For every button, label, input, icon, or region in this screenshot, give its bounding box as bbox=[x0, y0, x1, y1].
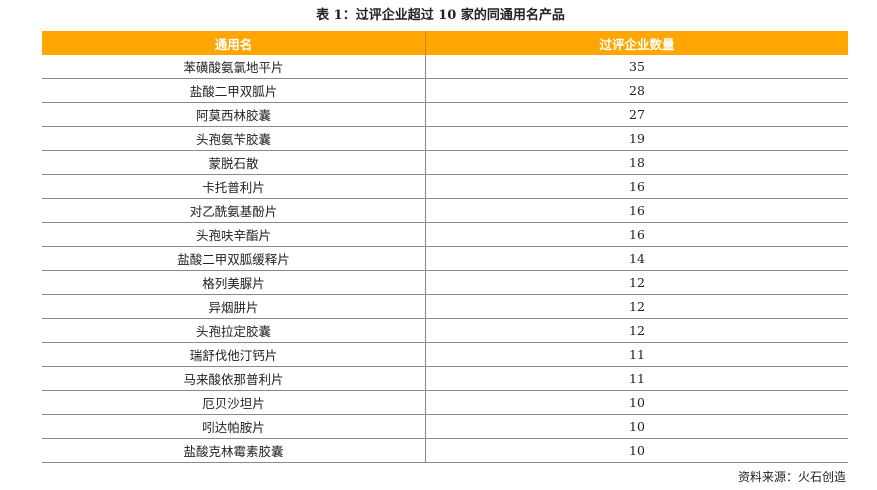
company-count: 28 bbox=[425, 78, 848, 103]
table-row: 厄贝沙坦片 10 bbox=[42, 390, 848, 415]
table-row: 头孢拉定胶囊 12 bbox=[42, 318, 848, 343]
table-row: 盐酸二甲双胍片 28 bbox=[42, 78, 848, 103]
table-row: 马来酸依那普利片 11 bbox=[42, 366, 848, 391]
product-name: 马来酸依那普利片 bbox=[42, 366, 426, 391]
products-table: 通用名 过评企业数量 苯磺酸氨氯地平片 35 盐酸二甲双胍片 28 阿莫西林胶囊 27 头孢… bbox=[42, 31, 848, 463]
table-row: 吲达帕胺片 10 bbox=[42, 414, 848, 439]
product-name: 头孢拉定胶囊 bbox=[42, 318, 426, 343]
company-count: 10 bbox=[425, 414, 848, 439]
table-row: 卡托普利片 16 bbox=[42, 174, 848, 199]
company-count: 12 bbox=[425, 294, 848, 319]
company-count: 16 bbox=[425, 198, 848, 223]
product-name: 苯磺酸氨氯地平片 bbox=[42, 55, 426, 79]
table-row: 头孢呋辛酯片 16 bbox=[42, 222, 848, 247]
product-name: 格列美脲片 bbox=[42, 270, 426, 295]
product-name: 异烟肼片 bbox=[42, 294, 426, 319]
product-name: 吲达帕胺片 bbox=[42, 414, 426, 439]
table-row: 盐酸二甲双胍缓释片 14 bbox=[42, 246, 848, 271]
product-name: 盐酸二甲双胍缓释片 bbox=[42, 246, 426, 271]
company-count: 14 bbox=[425, 246, 848, 271]
table-row: 对乙酰氨基酚片 16 bbox=[42, 198, 848, 223]
product-name: 盐酸克林霉素胶囊 bbox=[42, 438, 426, 463]
company-count: 11 bbox=[425, 342, 848, 367]
source-note: 资料来源：火石创造 bbox=[737, 470, 846, 484]
product-name: 厄贝沙坦片 bbox=[42, 390, 426, 415]
company-count: 10 bbox=[425, 438, 848, 463]
product-name: 蒙脱石散 bbox=[42, 150, 426, 175]
product-name: 头孢呋辛酯片 bbox=[42, 222, 426, 247]
column-header-count: 过评企业数量 bbox=[425, 31, 848, 55]
table-row: 格列美脲片 12 bbox=[42, 270, 848, 295]
table-header-row: 通用名 过评企业数量 bbox=[42, 31, 848, 55]
table-row: 阿莫西林胶囊 27 bbox=[42, 102, 848, 127]
table-row: 盐酸克林霉素胶囊 10 bbox=[42, 438, 848, 463]
product-name: 头孢氨苄胶囊 bbox=[42, 126, 426, 151]
company-count: 35 bbox=[425, 55, 848, 79]
column-header-name: 通用名 bbox=[42, 31, 426, 55]
table-row: 瑞舒伐他汀钙片 11 bbox=[42, 342, 848, 367]
company-count: 18 bbox=[425, 150, 848, 175]
company-count: 12 bbox=[425, 318, 848, 343]
company-count: 19 bbox=[425, 126, 848, 151]
company-count: 12 bbox=[425, 270, 848, 295]
product-name: 盐酸二甲双胍片 bbox=[42, 78, 426, 103]
company-count: 16 bbox=[425, 174, 848, 199]
product-name: 阿莫西林胶囊 bbox=[42, 102, 426, 127]
table-row: 头孢氨苄胶囊 19 bbox=[42, 126, 848, 151]
table-row: 异烟肼片 12 bbox=[42, 294, 848, 319]
table-row: 苯磺酸氨氯地平片 35 bbox=[42, 55, 848, 79]
table-row: 蒙脱石散 18 bbox=[42, 150, 848, 175]
company-count: 16 bbox=[425, 222, 848, 247]
company-count: 11 bbox=[425, 366, 848, 391]
product-name: 瑞舒伐他汀钙片 bbox=[42, 342, 426, 367]
product-name: 对乙酰氨基酚片 bbox=[42, 198, 426, 223]
table-title: 表 1：过评企业超过 10 家的同通用名产品 bbox=[316, 8, 565, 23]
product-name: 卡托普利片 bbox=[42, 174, 426, 199]
company-count: 10 bbox=[425, 390, 848, 415]
company-count: 27 bbox=[425, 102, 848, 127]
